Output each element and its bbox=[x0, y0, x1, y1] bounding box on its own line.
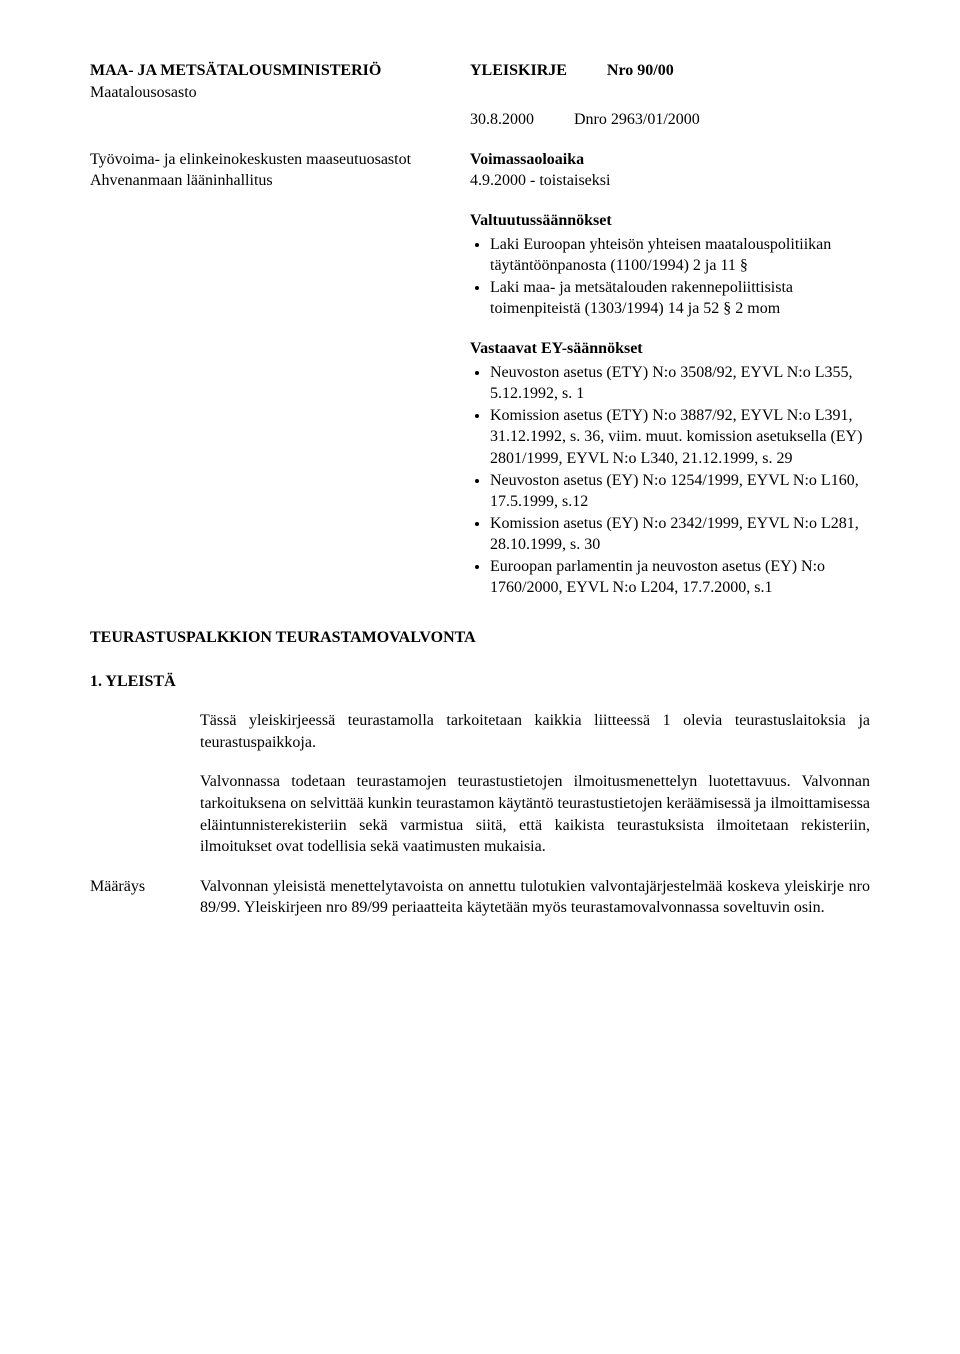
recipient-line-2: Ahvenanmaan lääninhallitus bbox=[90, 170, 470, 192]
ey-list: Neuvoston asetus (ETY) N:o 3508/92, EYVL… bbox=[470, 362, 870, 600]
maarays-text: Valvonnan yleisistä menettelytavoista on… bbox=[200, 876, 870, 919]
ey-item: Komission asetus (ETY) N:o 3887/92, EYVL… bbox=[490, 405, 870, 470]
ey-item: Neuvoston asetus (EY) N:o 1254/1999, EYV… bbox=[490, 470, 870, 513]
ey-item: Komission asetus (EY) N:o 2342/1999, EYV… bbox=[490, 513, 870, 556]
recipient-line-1: Työvoima- ja elinkeinokeskusten maaseutu… bbox=[90, 149, 470, 171]
section-1-para-1: Tässä yleiskirjeessä teurastamolla tarko… bbox=[200, 710, 870, 753]
doc-type: YLEISKIRJE bbox=[470, 60, 567, 82]
validity-block: Voimassaoloaika 4.9.2000 - toistaiseksi … bbox=[470, 149, 870, 599]
section-1-para-2: Valvonnassa todetaan teurastamojen teura… bbox=[200, 771, 870, 857]
department-name: Maatalousosasto bbox=[90, 82, 870, 104]
validity-heading: Voimassaoloaika bbox=[470, 149, 870, 171]
ey-item: Euroopan parlamentin ja neuvoston asetus… bbox=[490, 556, 870, 599]
recipients-validity-row: Työvoima- ja elinkeinokeskusten maaseutu… bbox=[90, 149, 870, 599]
authorization-item: Laki maa- ja metsätalouden rakennepoliit… bbox=[490, 277, 870, 320]
doc-dnro: Dnro 2963/01/2000 bbox=[574, 109, 700, 131]
validity-text: 4.9.2000 - toistaiseksi bbox=[470, 170, 870, 192]
authorization-list: Laki Euroopan yhteisön yhteisen maatalou… bbox=[470, 234, 870, 320]
recipients-block: Työvoima- ja elinkeinokeskusten maaseutu… bbox=[90, 149, 470, 599]
ey-heading: Vastaavat EY-säännökset bbox=[470, 338, 870, 360]
doc-number: Nro 90/00 bbox=[607, 60, 674, 82]
page: MAA- JA METSÄTALOUSMINISTERIÖ YLEISKIRJE… bbox=[0, 0, 960, 1354]
section-1-heading: 1. YLEISTÄ bbox=[90, 671, 870, 693]
document-title: TEURASTUSPALKKION TEURASTAMOVALVONTA bbox=[90, 627, 870, 649]
section-1-body: Tässä yleiskirjeessä teurastamolla tarko… bbox=[200, 710, 870, 858]
ministry-name: MAA- JA METSÄTALOUSMINISTERIÖ bbox=[90, 60, 470, 82]
doc-date: 30.8.2000 bbox=[470, 109, 534, 131]
doc-id-block: YLEISKIRJE Nro 90/00 bbox=[470, 60, 870, 82]
ey-item: Neuvoston asetus (ETY) N:o 3508/92, EYVL… bbox=[490, 362, 870, 405]
maarays-label: Määräys bbox=[90, 876, 200, 919]
header-row-1: MAA- JA METSÄTALOUSMINISTERIÖ YLEISKIRJE… bbox=[90, 60, 870, 82]
authorization-heading: Valtuutussäännökset bbox=[470, 210, 870, 232]
date-row: 30.8.2000 Dnro 2963/01/2000 bbox=[470, 109, 870, 131]
authorization-item: Laki Euroopan yhteisön yhteisen maatalou… bbox=[490, 234, 870, 277]
maarays-row: Määräys Valvonnan yleisistä menettelytav… bbox=[90, 876, 870, 919]
